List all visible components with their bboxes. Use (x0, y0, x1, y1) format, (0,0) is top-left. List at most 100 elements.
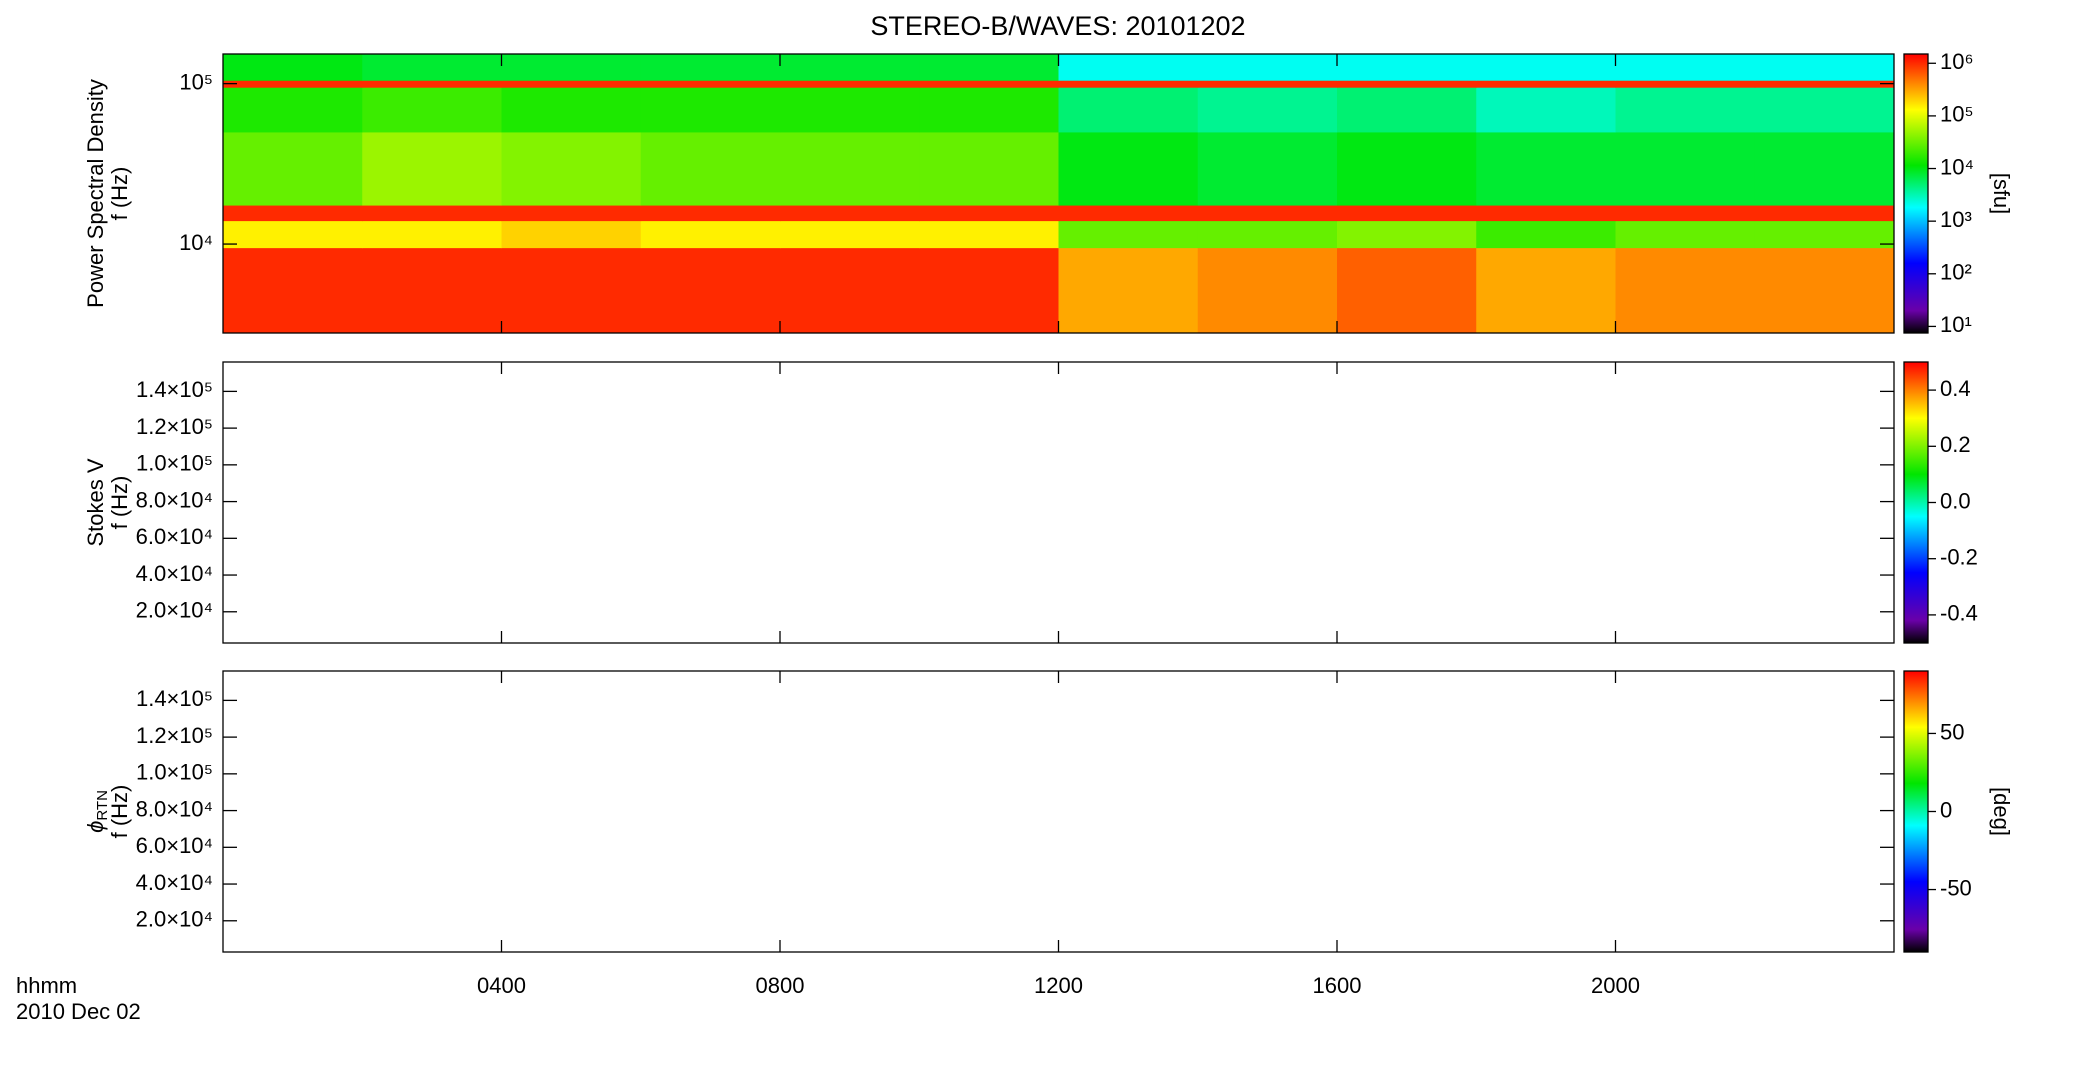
colorbar-tick-label: 0.0 (1940, 488, 1971, 513)
y-axis-symbol: ϕ (83, 821, 108, 833)
spectrogram-cell (1754, 247, 1895, 334)
spectrogram-cell (640, 87, 781, 133)
spectrogram-cell (1197, 80, 1338, 88)
spectrogram-cell (780, 87, 920, 133)
spectrogram-cell (1615, 80, 1756, 88)
spectrogram-cell (223, 247, 363, 334)
spectrogram-cell (1615, 247, 1756, 334)
spectrogram-cell (1615, 54, 1756, 81)
spectrogram-cell (1337, 205, 1477, 222)
spectrogram-cell (223, 87, 363, 133)
y-axis-sublabel: f (Hz) (107, 476, 132, 530)
spectrogram-cell (1754, 131, 1895, 206)
spectrogram-cell (501, 220, 642, 249)
y-tick-label: 8.0×10⁴ (136, 487, 213, 512)
y-tick-label: 6.0×10⁴ (136, 833, 213, 858)
spectrogram-cell (780, 220, 920, 249)
colorbar-tick-label: 0.2 (1940, 432, 1971, 457)
y-axis-label: ϕRTN (83, 790, 111, 833)
spectrogram-cell (1754, 220, 1895, 249)
spectrogram-cell (640, 54, 781, 81)
plot-frame (222, 361, 1895, 644)
spectrogram-cell (780, 131, 920, 206)
spectrogram-cell (1058, 131, 1199, 206)
colorbar-tick-label: 10³ (1940, 207, 1972, 232)
y-tick-label: 2.0×10⁴ (136, 907, 213, 932)
y-tick-label: 1.2×10⁵ (136, 414, 213, 439)
spectrogram-cell (501, 87, 642, 133)
spectrogram-cell (1058, 87, 1199, 133)
spectrogram-cell (501, 205, 642, 222)
x-tick-label: 0800 (756, 973, 805, 998)
colorbar-tick-label: 10¹ (1940, 312, 1972, 337)
x-tick-label: 1200 (1034, 973, 1083, 998)
y-axis-label: Stokes V (83, 458, 108, 546)
colorbar-tick-label: 10⁴ (1940, 154, 1974, 179)
spectrogram-cell (1058, 220, 1199, 249)
spectrogram-cell (362, 87, 502, 133)
spectrogram-cell (1058, 54, 1199, 81)
spectrogram-cell (919, 87, 1059, 133)
colorbar-tick-label: 10⁶ (1940, 49, 1974, 74)
spectrogram-cell (1615, 220, 1756, 249)
y-tick-label: 4.0×10⁴ (136, 870, 213, 895)
spectrogram-cell (1754, 87, 1895, 133)
spectrogram-cell (1476, 247, 1616, 334)
spectrogram-cell (1058, 205, 1199, 222)
x-axis-sublabel: 2010 Dec 02 (16, 999, 141, 1024)
spectrogram-cell (919, 80, 1059, 88)
spectrogram-cell (919, 131, 1059, 206)
spectrogram-cell (919, 205, 1059, 222)
spectrogram-cell (1337, 87, 1477, 133)
spectrogram-cell (223, 80, 363, 88)
spectrogram-cell (1754, 80, 1895, 88)
spectrogram-cell (780, 80, 920, 88)
colorbar (1903, 361, 1929, 644)
colorbar-tick-label: 10⁵ (1940, 102, 1974, 127)
spectrogram-cell (1337, 80, 1477, 88)
spectrogram-cell (640, 220, 781, 249)
x-tick-label: 1600 (1313, 973, 1362, 998)
spectrogram-cell (919, 220, 1059, 249)
spectrogram-cell (501, 247, 642, 334)
spectrogram-cell (1754, 205, 1895, 222)
colorbar-tick-label: -50 (1940, 875, 1972, 900)
spectrogram-cell (1476, 220, 1616, 249)
y-tick-label: 1.0×10⁵ (136, 760, 213, 785)
spectrogram-cell (1476, 80, 1616, 88)
colorbar-tick-label: 50 (1940, 719, 1964, 744)
y-axis-sublabel: f (Hz) (107, 785, 132, 839)
y-tick-label: 1.4×10⁵ (136, 377, 213, 402)
colorbar-tick-label: 10² (1940, 260, 1972, 285)
spectrogram-cell (1476, 87, 1616, 133)
spectrogram-cell (1197, 87, 1338, 133)
spectrogram-cell (1476, 131, 1616, 206)
spectrogram-cell (501, 131, 642, 206)
plot-frame (222, 670, 1895, 953)
spectrogram-cell (223, 131, 363, 206)
colorbar-tick-label: 0 (1940, 797, 1952, 822)
spectrogram-cell (1337, 247, 1477, 334)
spectrogram-cell (780, 247, 920, 334)
colorbar-label: [sfu] (1989, 173, 2014, 215)
y-tick-label: 4.0×10⁴ (136, 561, 213, 586)
spectrogram-cell (1337, 54, 1477, 81)
x-tick-label: 2000 (1591, 973, 1640, 998)
spectrogram-cell (1615, 205, 1756, 222)
colorbar-label: [deg] (1989, 787, 2014, 836)
spectrogram-cell (362, 131, 502, 206)
y-axis-sublabel: f (Hz) (107, 167, 132, 221)
colorbar-tick-label: -0.2 (1940, 545, 1978, 570)
spectrogram-cell (1615, 87, 1756, 133)
spectrogram-cell (501, 80, 642, 88)
spectrogram-cell (1615, 131, 1756, 206)
spectrogram-cell (780, 205, 920, 222)
spectrogram-cell (919, 247, 1059, 334)
y-tick-label: 10⁵ (179, 69, 213, 94)
colorbar (1903, 53, 1929, 334)
spectrogram-cell (1337, 131, 1477, 206)
spectrogram-cell (1197, 247, 1338, 334)
spectrogram-cell (1197, 131, 1338, 206)
y-tick-label: 10⁴ (179, 230, 213, 255)
y-axis-subscript: RTN (94, 790, 111, 821)
